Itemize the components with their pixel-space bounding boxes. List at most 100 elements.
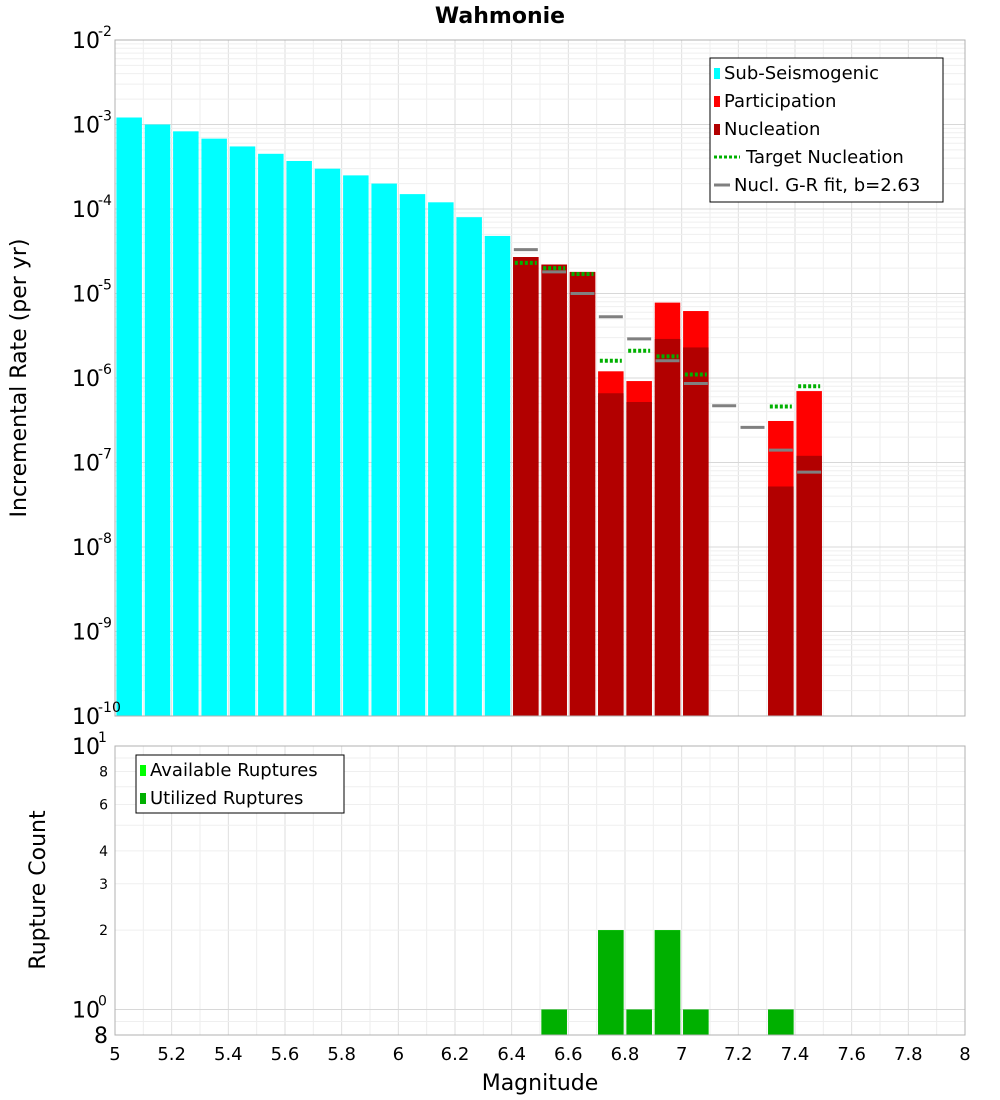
sub-seismogenic-bar [286,160,312,717]
nucleation-bar [541,264,567,716]
sub-seismogenic-bar [456,217,482,716]
count-y-tick-exponent: 0 [98,993,107,1009]
nucleation-bar [654,338,681,716]
utilized-ruptures-bar [598,930,624,1035]
x-tick-label: 7.2 [724,1044,753,1065]
x-tick-label: 7 [676,1044,687,1065]
sub-seismogenic-bar [371,183,397,716]
count-y-tick-label: 2 [99,923,108,939]
rate-y-tick-label: 10 [72,114,100,139]
rate-bars [116,117,822,717]
sub-seismogenic-bar [173,131,199,717]
count-y-tick-label: 10 [72,998,100,1023]
sub-seismogenic-bar [399,194,426,716]
count-bars [541,930,794,1035]
x-tick-label: 5.8 [327,1044,356,1065]
sub-seismogenic-bar [428,202,454,716]
count-y-tick-label: 8 [99,765,108,781]
x-tick-label: 5.2 [157,1044,186,1065]
x-tick-label: 6.6 [554,1044,583,1065]
rate-y-tick-label: 10 [72,283,100,308]
count-legend: Available Ruptures Utilized Ruptures [135,754,345,814]
nucleation-bar [796,455,822,716]
legend-label-participation: Participation [724,91,836,112]
legend-label-available-ruptures: Available Ruptures [150,760,318,781]
legend-swatch-sub-seismogenic [714,68,720,79]
legend-swatch-nucleation [714,124,720,135]
x-tick-label: 6.2 [441,1044,470,1065]
rate-y-tick-label: 10 [72,705,100,730]
rate-y-tick-exponent: -2 [98,24,112,40]
rate-y-tick-exponent: -5 [98,278,112,294]
count-legend-box [135,754,345,814]
legend-label-nucleation: Nucleation [724,119,820,140]
nucleation-bar [683,347,709,716]
utilized-ruptures-bar [768,1009,794,1035]
legend-label-target-nucleation: Target Nucleation [745,147,904,168]
rate-y-tick-label: 10 [72,367,100,392]
count-y-tick-exponent: 1 [98,730,107,746]
x-tick-label: 6.8 [611,1044,640,1065]
sub-seismogenic-bar [484,235,511,716]
legend-swatch-available-ruptures [140,765,146,776]
rate-y-tick-exponent: -10 [98,700,121,716]
rate-y-axis-label: Incremental Rate (per yr) [7,239,32,518]
nucleation-bar [513,257,539,716]
rate-legend: Sub-Seismogenic Participation Nucleation Ta… [709,57,944,203]
legend-label-sub-seismogenic: Sub-Seismogenic [724,63,879,84]
x-tick-label: 5 [109,1044,120,1065]
legend-swatch-utilized-ruptures [140,793,146,804]
count-y-tick-label: 3 [99,877,108,893]
rate-y-ticks: 10-210-310-410-510-610-710-810-910-10 [72,24,121,730]
count-x-ticks: 5 5.2 5.4 5.6 5.8 6 6.2 6.4 6.6 6.8 7 7.2 7.4 7.6 7.8 8 [109,1044,970,1065]
sub-seismogenic-bar [144,124,171,716]
nucleation-bar [598,393,624,716]
count-y-tick-label: 8 [94,1024,108,1049]
sub-seismogenic-bar [258,153,284,717]
rate-plot-frame [114,39,966,717]
rate-y-tick-label: 10 [72,536,100,561]
rate-legend-box [709,57,944,203]
count-y-tick-label: 4 [99,844,108,860]
rate-y-tick-exponent: -8 [98,531,112,547]
x-tick-label: 5.6 [271,1044,300,1065]
rate-panel: 10-210-310-410-510-610-710-810-910-10 In… [7,24,966,730]
nucleation-bar [569,271,596,716]
utilized-ruptures-bar [683,1009,709,1035]
rate-y-tick-exponent: -3 [98,109,112,125]
nucleation-bar [626,401,652,716]
utilized-ruptures-bar [654,930,681,1035]
count-y-axis-label: Rupture Count [26,810,51,970]
count-plot-frame [114,745,966,1036]
rate-y-tick-label: 10 [72,621,100,646]
sub-seismogenic-bar [201,138,227,716]
rate-y-tick-label: 10 [72,29,100,54]
rate-y-tick-label: 10 [72,198,100,223]
legend-swatch-participation [714,96,720,107]
sub-seismogenic-bar [229,146,256,717]
rate-y-tick-exponent: -7 [98,447,112,463]
nucleation-bar [768,486,794,716]
utilized-ruptures-bar [541,1009,567,1035]
rate-y-tick-exponent: -9 [98,616,112,632]
count-y-tick-label: 10 [72,735,100,760]
rate-y-tick-exponent: -6 [98,362,112,378]
x-tick-label: 8 [959,1044,970,1065]
rate-y-tick-label: 10 [72,452,100,477]
x-tick-label: 6.4 [497,1044,526,1065]
x-tick-label: 7.4 [781,1044,810,1065]
rate-y-tick-exponent: -4 [98,193,112,209]
sub-seismogenic-bar [116,117,142,716]
x-axis-label: Magnitude [482,1071,599,1096]
chart-title: Wahmonie [435,4,565,29]
utilized-ruptures-bar [626,1009,652,1035]
legend-label-nucl-g-r-fit-b-2-63: Nucl. G-R fit, b=2.63 [734,175,920,196]
legend-label-utilized-ruptures: Utilized Ruptures [150,788,303,809]
x-tick-label: 7.6 [837,1044,866,1065]
sub-seismogenic-bar [343,175,369,716]
count-y-tick-label: 6 [99,797,108,813]
x-tick-label: 5.4 [214,1044,243,1065]
